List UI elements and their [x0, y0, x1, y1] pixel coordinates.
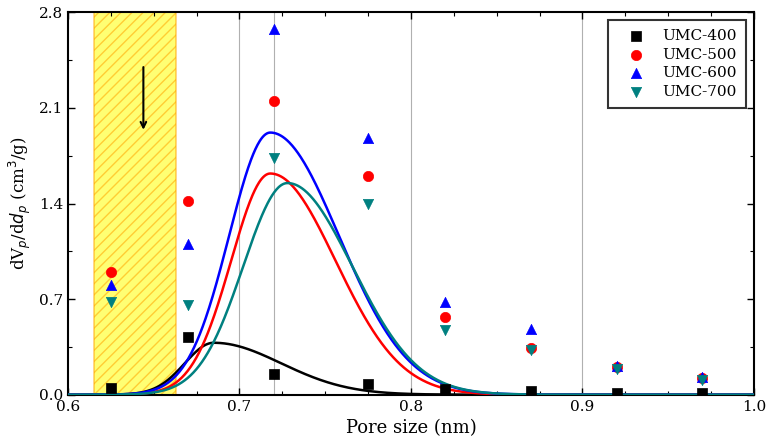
UMC-500: [362, 173, 374, 180]
UMC-400: [611, 389, 623, 396]
UMC-500: [525, 345, 537, 352]
UMC-700: [611, 365, 623, 372]
Y-axis label: dV$_p$/d$d_p$ (cm$^3$/g): dV$_p$/d$d_p$ (cm$^3$/g): [7, 137, 33, 270]
UMC-600: [182, 241, 194, 248]
UMC-400: [439, 386, 451, 393]
UMC-600: [696, 373, 709, 381]
X-axis label: Pore size (nm): Pore size (nm): [346, 419, 476, 437]
UMC-600: [267, 25, 280, 32]
UMC-400: [525, 388, 537, 395]
Legend: UMC-400, UMC-500, UMC-600, UMC-700: UMC-400, UMC-500, UMC-600, UMC-700: [608, 20, 746, 108]
Bar: [94, 12, 176, 395]
UMC-700: [267, 155, 280, 162]
UMC-700: [696, 376, 709, 383]
UMC-500: [182, 197, 194, 204]
UMC-500: [611, 364, 623, 371]
UMC-700: [439, 327, 451, 334]
UMC-500: [267, 98, 280, 105]
UMC-600: [525, 325, 537, 333]
UMC-400: [182, 334, 194, 341]
UMC-700: [104, 298, 117, 305]
UMC-400: [362, 380, 374, 387]
UMC-600: [439, 298, 451, 305]
UMC-400: [267, 371, 280, 378]
UMC-700: [362, 200, 374, 207]
UMC-500: [696, 375, 709, 382]
UMC-600: [611, 362, 623, 369]
UMC-600: [362, 135, 374, 142]
UMC-700: [525, 346, 537, 353]
UMC-400: [104, 384, 117, 391]
UMC-500: [104, 268, 117, 275]
UMC-500: [439, 313, 451, 321]
UMC-700: [182, 301, 194, 308]
UMC-600: [104, 282, 117, 289]
UMC-400: [696, 390, 709, 397]
